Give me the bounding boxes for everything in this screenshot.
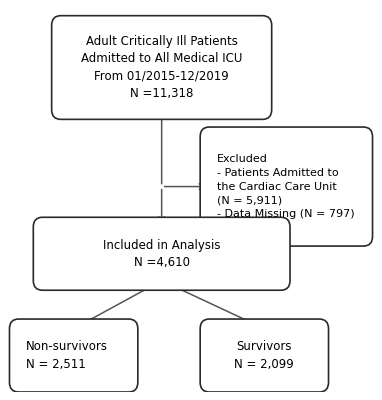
FancyBboxPatch shape bbox=[200, 127, 372, 246]
Text: Included in Analysis
N =4,610: Included in Analysis N =4,610 bbox=[103, 238, 220, 269]
FancyBboxPatch shape bbox=[10, 319, 138, 392]
Text: Non-survivors
N = 2,511: Non-survivors N = 2,511 bbox=[26, 340, 108, 371]
FancyBboxPatch shape bbox=[200, 319, 329, 392]
Text: Survivors
N = 2,099: Survivors N = 2,099 bbox=[235, 340, 294, 371]
FancyBboxPatch shape bbox=[33, 217, 290, 290]
FancyBboxPatch shape bbox=[52, 16, 272, 119]
Text: Excluded
- Patients Admitted to
the Cardiac Care Unit
(N = 5,911)
- Data Missing: Excluded - Patients Admitted to the Card… bbox=[217, 154, 354, 219]
Text: Adult Critically Ill Patients
Admitted to All Medical ICU
From 01/2015-12/2019
N: Adult Critically Ill Patients Admitted t… bbox=[81, 35, 242, 100]
